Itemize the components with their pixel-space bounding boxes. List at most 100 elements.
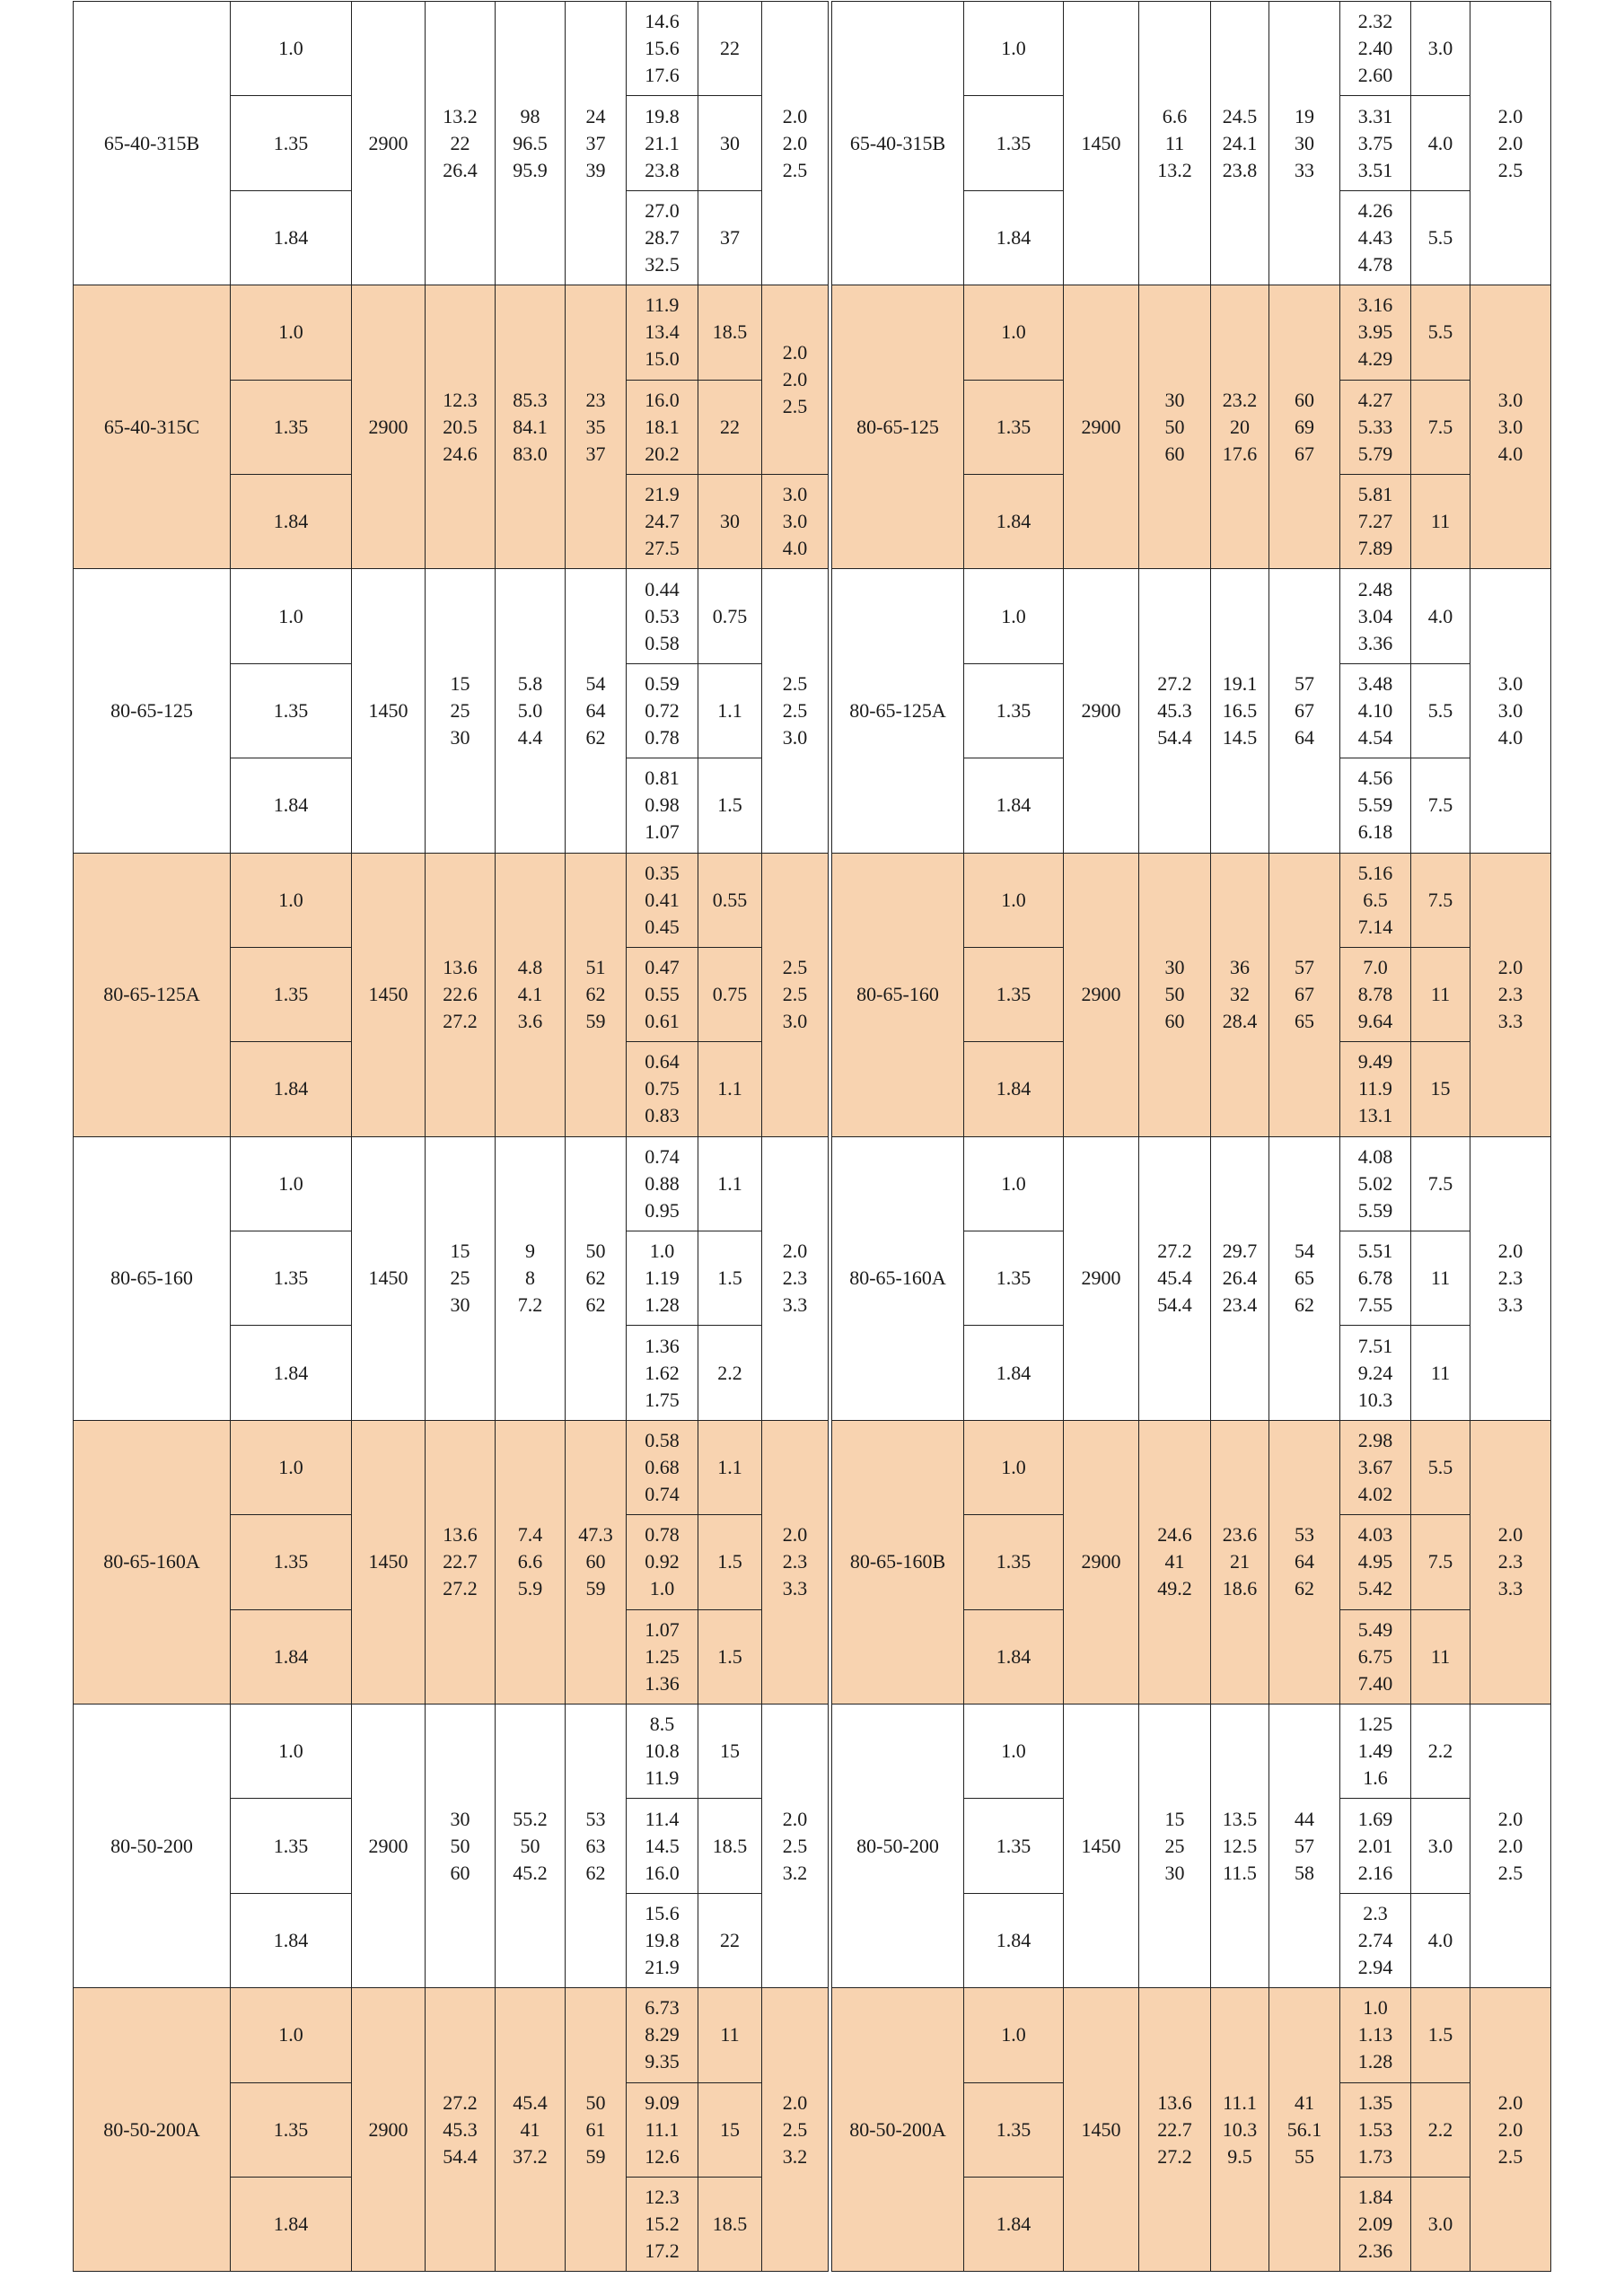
cell-value: 11 xyxy=(1430,983,1451,1006)
shaft-power-cell: 1.84 2.09 2.36 xyxy=(1339,2176,1411,2273)
cell-value: 2.2 xyxy=(1427,1740,1453,1763)
table-row: 1.35 4.27 5.33 5.79 7.5 xyxy=(832,379,1551,475)
density-cell: 1.35 xyxy=(230,662,352,759)
cell-value: 1.0 xyxy=(649,1240,675,1263)
cell-value: 15 xyxy=(1164,1807,1185,1830)
motor-power-cell: 0.75 xyxy=(698,946,762,1043)
shaft-power-cell: 2.98 3.67 4.02 xyxy=(1339,1419,1411,1516)
cell-value: 2.5 xyxy=(1497,1861,1523,1884)
cell-value: 1.73 xyxy=(1357,2144,1393,2168)
density-cell: 1.0 xyxy=(230,1704,352,1800)
flow-cell: 30 50 60 xyxy=(1138,852,1211,1137)
cell-value: 8.5 xyxy=(649,1713,675,1736)
shaft-power-cell: 0.44 0.53 0.58 xyxy=(626,568,698,664)
motor-power-cell: 15 xyxy=(1410,1041,1470,1137)
cell-value: 2.0 xyxy=(1497,2090,1523,2114)
cell-value: 11.1 xyxy=(1223,2090,1257,2114)
cell-value: 60 xyxy=(1295,388,1314,411)
efficiency-cell: 19 30 33 xyxy=(1268,0,1340,286)
efficiency-cell: 51 62 59 xyxy=(565,852,627,1137)
cell-value: 2.5 xyxy=(1497,158,1523,181)
cell-value: 62 xyxy=(585,983,606,1006)
flow-cell: 13.6 22.7 27.2 xyxy=(1138,1987,1211,2273)
cell-value: 26.4 xyxy=(443,158,478,181)
cell-value: 6.6 xyxy=(1162,104,1188,127)
cell-value: 1.35 xyxy=(273,698,309,722)
cell-value: 2.3 xyxy=(1497,1550,1523,1573)
npsh-cell: 2.0 2.0 2.5 xyxy=(761,285,829,475)
cell-value: 4.03 xyxy=(1357,1523,1393,1547)
cell-value: 4.43 xyxy=(1357,225,1393,249)
cell-value: 1.1 xyxy=(717,698,742,722)
npsh-cell: 2.0 2.3 3.3 xyxy=(1470,1419,1551,1705)
shaft-power-cell: 1.69 2.01 2.16 xyxy=(1339,1798,1411,1894)
motor-power-cell: 18.5 xyxy=(698,1798,762,1894)
cell-value: 13.1 xyxy=(1357,1104,1393,1127)
pump-spec-table-right: 65-40-315B 1.0 1450 6.6 11 13.2 24.5 24.1 23.8 19… xyxy=(831,0,1551,2273)
shaft-power-cell: 4.56 5.59 6.18 xyxy=(1339,758,1411,854)
cell-value: 80-65-125A xyxy=(103,983,200,1006)
efficiency-cell: 41 56.1 55 xyxy=(1268,1987,1340,2273)
cell-value: 1.0 xyxy=(1001,37,1026,60)
npsh-cell: 2.0 2.0 2.5 xyxy=(1470,1704,1551,1989)
density-cell: 1.0 xyxy=(230,0,352,97)
density-cell: 1.84 xyxy=(230,758,352,854)
density-cell: 1.35 xyxy=(230,379,352,475)
cell-value: 5.42 xyxy=(1357,1577,1393,1600)
cell-value: 27.2 xyxy=(443,1577,478,1600)
model-cell: 80-65-160 xyxy=(73,1135,231,1421)
table-row: 1.84 1.84 2.09 2.36 3.0 xyxy=(832,2176,1551,2273)
cell-value: 3.0 xyxy=(782,483,808,506)
table-row: 80-65-160A 1.0 1450 13.6 22.7 27.2 7.4 6.6 5.9 47… xyxy=(73,1419,829,1705)
table-row: 1.35 11.4 14.5 16.0 18.5 xyxy=(74,1798,829,1894)
cell-value: 27.2 xyxy=(1157,1240,1192,1263)
cell-value: 55 xyxy=(1295,2144,1314,2168)
cell-value: 4.1 xyxy=(517,983,543,1006)
density-cell: 1.35 xyxy=(230,1231,352,1327)
cell-value: 4.29 xyxy=(1357,347,1393,371)
cell-value: 22 xyxy=(720,1929,740,1951)
cell-value: 57 xyxy=(1295,671,1314,695)
cell-value: 1.84 xyxy=(996,1929,1031,1951)
cell-value: 1.84 xyxy=(273,1644,309,1668)
motor-power-cell: 2.2 xyxy=(1410,2081,1470,2178)
head-cell: 19.1 16.5 14.5 xyxy=(1210,568,1269,854)
cell-value: 0.72 xyxy=(645,698,680,722)
head-cell: 98 96.5 95.9 xyxy=(495,0,566,286)
cell-value: 37 xyxy=(720,225,740,249)
cell-value: 1.35 xyxy=(273,983,309,1006)
cell-value: 9.49 xyxy=(1357,1050,1393,1074)
cell-value: 2.74 xyxy=(1357,1929,1393,1951)
cell-value: 2900 xyxy=(368,131,408,154)
cell-value: 3.0 xyxy=(1497,415,1523,438)
cell-value: 60 xyxy=(450,1861,470,1884)
cell-value: 5.81 xyxy=(1357,483,1393,506)
cell-value: 1.0 xyxy=(278,888,303,911)
cell-value: 33 xyxy=(1295,158,1314,181)
cell-value: 2900 xyxy=(1081,983,1121,1006)
table-row: 1.35 3.31 3.75 3.51 4.0 xyxy=(832,95,1551,191)
model-cell: 80-65-160B xyxy=(831,1419,964,1705)
head-cell: 85.3 84.1 83.0 xyxy=(495,285,566,570)
cell-value: 1.19 xyxy=(645,1266,680,1290)
cell-value: 1.84 xyxy=(1357,2186,1393,2209)
cell-value: 2.16 xyxy=(1357,1861,1393,1884)
shaft-power-cell: 4.03 4.95 5.42 xyxy=(1339,1514,1411,1610)
cell-value: 32 xyxy=(1230,983,1250,1006)
cell-value: 15.0 xyxy=(645,347,680,371)
cell-value: 19.8 xyxy=(645,1929,680,1951)
cell-value: 5.79 xyxy=(1357,442,1393,465)
cell-value: 47.3 xyxy=(578,1523,613,1547)
cell-value: 23.8 xyxy=(645,158,680,181)
cell-value: 1.6 xyxy=(1363,1766,1388,1790)
cell-value: 54.4 xyxy=(1157,725,1192,749)
cell-value: 1.35 xyxy=(273,1266,309,1290)
shaft-power-cell: 19.8 21.1 23.8 xyxy=(626,95,698,191)
motor-power-cell: 5.5 xyxy=(1410,1419,1470,1516)
cell-value: 80-65-125A xyxy=(849,698,946,722)
cell-value: 80-50-200 xyxy=(110,1834,193,1857)
shaft-power-cell: 1.35 1.53 1.73 xyxy=(1339,2081,1411,2178)
cell-value: 12.3 xyxy=(645,2186,680,2209)
cell-value: 13.2 xyxy=(1157,158,1192,181)
cell-value: 4.56 xyxy=(1357,767,1393,790)
